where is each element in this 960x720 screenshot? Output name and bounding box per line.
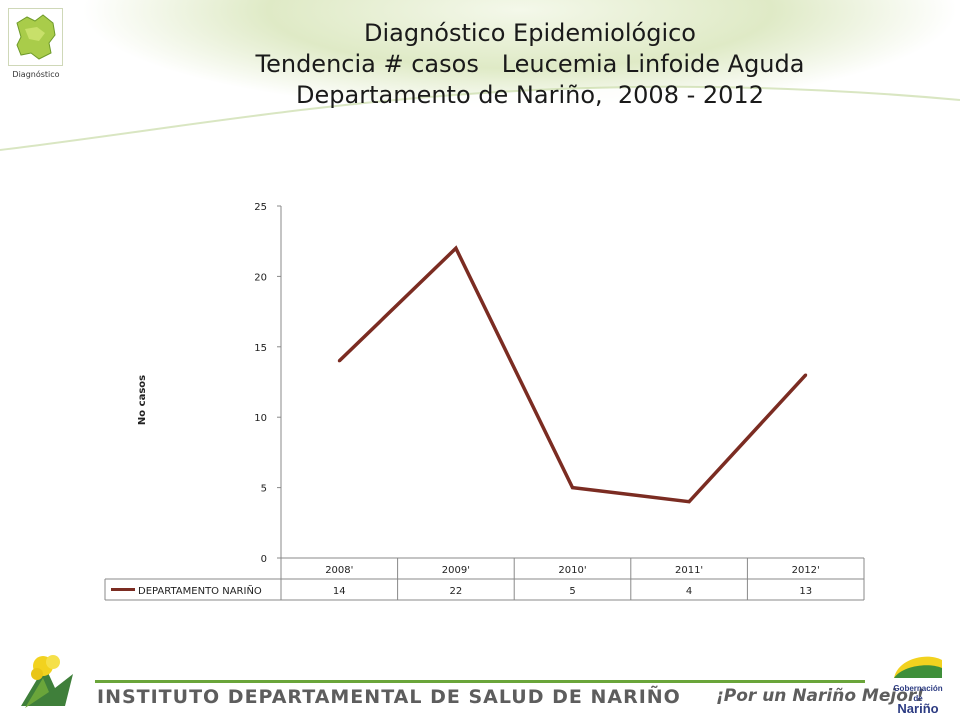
logo-caption: Diagnóstico [12,70,60,79]
institute-name: INSTITUTO DEPARTAMENTAL DE SALUD DE NARI… [97,686,681,708]
data-point [454,246,458,250]
y-tick-label: 5 [261,484,267,495]
y-tick-label: 10 [254,413,267,424]
y-axis-title: No casos [137,375,148,425]
x-category-label: 2009' [442,565,470,576]
data-point [687,500,691,504]
x-category-label: 2012' [792,565,820,576]
y-tick-label: 25 [254,202,267,213]
x-category-label: 2008' [325,565,353,576]
narino-map-logo [8,8,63,66]
x-category-label: 2010' [558,565,586,576]
title-line-2: Tendencia # casos Leucemia Linfoide Agud… [255,50,805,78]
header-swoosh [0,85,960,170]
gobernacion-logo-text: Gobernación de Nariño [888,684,948,716]
legend-label: DEPARTAMENTO NARIÑO [138,584,262,597]
data-point [337,359,341,363]
page-title: Diagnóstico Epidemiológico Tendencia # c… [150,18,910,111]
institute-flower-logo [15,648,80,718]
data-point [571,486,574,490]
title-line-3: Departamento de Nariño, 2008 - 2012 [296,81,764,109]
y-tick-label: 0 [261,554,267,565]
series-line [338,245,807,504]
gobernacion-logo [888,648,948,689]
data-point [804,373,808,377]
y-tick-label: 15 [254,343,267,354]
data-table-value: 4 [686,586,692,597]
footer-divider [95,680,865,683]
data-table-value: 14 [333,586,346,597]
data-table-value: 13 [799,586,812,597]
title-line-1: Diagnóstico Epidemiológico [363,19,696,47]
footer-slogan: ¡Por un Nariño Mejor! [716,686,925,706]
data-table-value: 5 [569,586,575,597]
gobernacion-big: Nariño [897,701,939,716]
y-tick-label: 20 [254,272,267,283]
x-category-label: 2011' [675,565,703,576]
gobernacion-small: Gobernación de [893,684,943,703]
data-table-value: 22 [450,586,463,597]
